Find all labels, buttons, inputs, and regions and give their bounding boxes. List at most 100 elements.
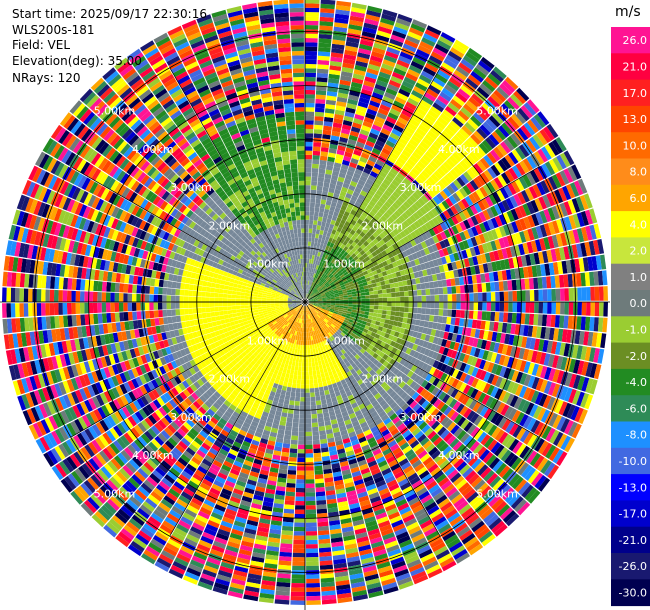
radar-gate	[343, 280, 349, 285]
radar-gate	[533, 114, 546, 128]
radar-gate	[307, 323, 310, 328]
radar-gate	[499, 291, 505, 302]
radar-gate	[553, 262, 559, 275]
radar-gate	[319, 355, 324, 361]
radar-gate	[306, 293, 309, 298]
radar-gate	[489, 341, 496, 352]
radar-gate	[383, 275, 389, 281]
radar-gate	[368, 200, 376, 208]
radar-gate	[549, 429, 560, 444]
radar-gate	[383, 586, 399, 595]
radar-gate	[337, 321, 343, 326]
radar-gate	[318, 168, 326, 174]
radar-gate	[299, 309, 302, 315]
radar-gate	[337, 312, 343, 316]
radar-gate	[449, 182, 459, 192]
radar-gate	[561, 329, 568, 343]
radar-gate	[309, 299, 314, 301]
radar-gate	[321, 306, 326, 309]
radar-gate	[551, 234, 559, 248]
radar-gate	[473, 112, 485, 124]
radar-gate	[306, 267, 309, 272]
radar-gate	[469, 495, 482, 507]
radar-gate	[468, 543, 484, 556]
radar-gate	[379, 524, 392, 533]
radar-gate	[430, 51, 445, 62]
radar-gate	[340, 228, 346, 235]
radar-gate	[394, 311, 400, 317]
radar-gate	[301, 371, 305, 376]
radar-gate	[305, 146, 313, 151]
radar-gate	[375, 34, 390, 43]
radar-gate	[312, 344, 315, 349]
radar-gate	[315, 482, 325, 488]
radar-gate	[490, 302, 496, 312]
radar-gate	[461, 344, 469, 354]
radar-gate	[342, 182, 350, 189]
radar-gate	[483, 408, 493, 420]
radar-gate	[231, 464, 242, 472]
radar-gate	[350, 506, 361, 514]
radar-gate	[530, 199, 539, 213]
radar-gate	[320, 225, 325, 231]
radar-gate	[542, 194, 552, 208]
radar-gate	[398, 399, 406, 408]
radar-gate	[533, 252, 540, 265]
radar-gate	[424, 382, 433, 391]
radar-gate	[335, 261, 340, 267]
radar-gate	[385, 284, 391, 289]
radar-gate	[312, 317, 315, 322]
radar-gate	[313, 457, 322, 462]
radar-gate	[443, 384, 452, 394]
radar-gate	[351, 176, 360, 184]
radar-gate	[399, 238, 406, 246]
radar-gate	[482, 184, 492, 196]
radar-gate	[581, 226, 589, 242]
radar-gate	[485, 454, 497, 467]
radar-gate	[330, 365, 335, 371]
radar-gate	[296, 466, 305, 471]
radar-gate	[408, 138, 419, 148]
radar-gate	[307, 318, 310, 324]
radar-gate	[309, 302, 314, 304]
radar-gate	[385, 503, 397, 512]
radar-gate	[494, 312, 500, 322]
radar-gate	[297, 344, 301, 350]
radar-gate	[443, 331, 449, 340]
radar-gate	[543, 208, 552, 223]
radar-gate	[557, 261, 564, 275]
radar-gate	[355, 266, 362, 272]
radar-gate	[410, 336, 417, 344]
radar-gate	[331, 48, 344, 54]
radar-gate	[380, 444, 390, 453]
radar-gate	[316, 404, 322, 410]
radar-gate	[534, 438, 545, 452]
radar-gate	[270, 463, 280, 469]
radar-gate	[353, 406, 360, 413]
radar-gate	[447, 302, 453, 310]
radar-gate	[425, 564, 441, 575]
radar-gate	[358, 495, 370, 503]
radar-gate	[337, 501, 349, 508]
radar-gate	[342, 278, 348, 283]
radar-gate	[594, 286, 600, 301]
radar-gate	[459, 529, 473, 541]
radar-gate	[317, 298, 323, 300]
radar-gate	[507, 312, 513, 323]
radar-gate	[511, 149, 523, 162]
radar-gate	[382, 95, 394, 104]
radar-gate	[539, 224, 548, 238]
radar-gate	[347, 166, 356, 173]
radar-gate	[361, 258, 367, 264]
radar-gate	[548, 412, 559, 427]
radar-gate	[297, 449, 305, 454]
radar-gate	[343, 251, 349, 257]
radar-gate	[394, 568, 409, 578]
radar-gate	[314, 269, 318, 274]
radar-gate	[512, 425, 523, 438]
radar-gate	[244, 590, 259, 597]
radar-gate	[276, 481, 286, 488]
radar-gate	[433, 453, 444, 463]
radar-gate	[280, 362, 285, 368]
radar-gate	[306, 310, 308, 315]
